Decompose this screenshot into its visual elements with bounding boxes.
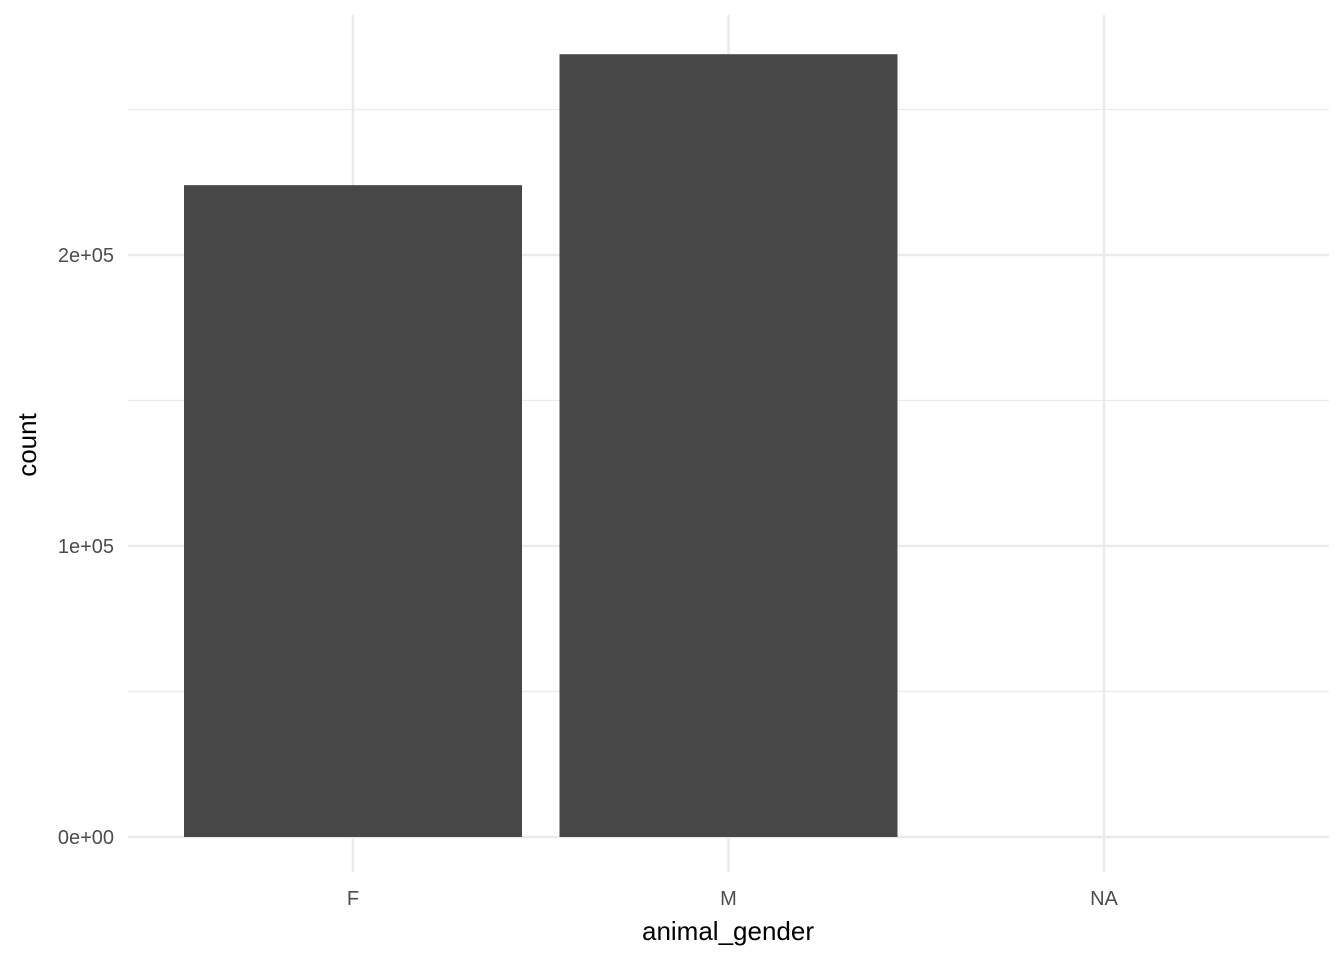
y-tick-label: 2e+05: [58, 245, 114, 267]
x-tick-label: F: [347, 888, 359, 910]
x-tick-label: NA: [1090, 888, 1118, 910]
y-tick-label: 1e+05: [58, 536, 114, 558]
x-axis-title: animal_gender: [642, 916, 814, 946]
y-axis-title: count: [12, 412, 42, 476]
x-tick-label: M: [720, 888, 737, 910]
bar-f: [184, 185, 522, 837]
bar-m: [559, 54, 898, 837]
y-axis-ticks: 0e+00 1e+05 2e+05: [58, 245, 114, 849]
x-axis-ticks: F M NA: [347, 888, 1119, 910]
bars: [184, 54, 898, 837]
y-tick-label: 0e+00: [58, 827, 114, 849]
